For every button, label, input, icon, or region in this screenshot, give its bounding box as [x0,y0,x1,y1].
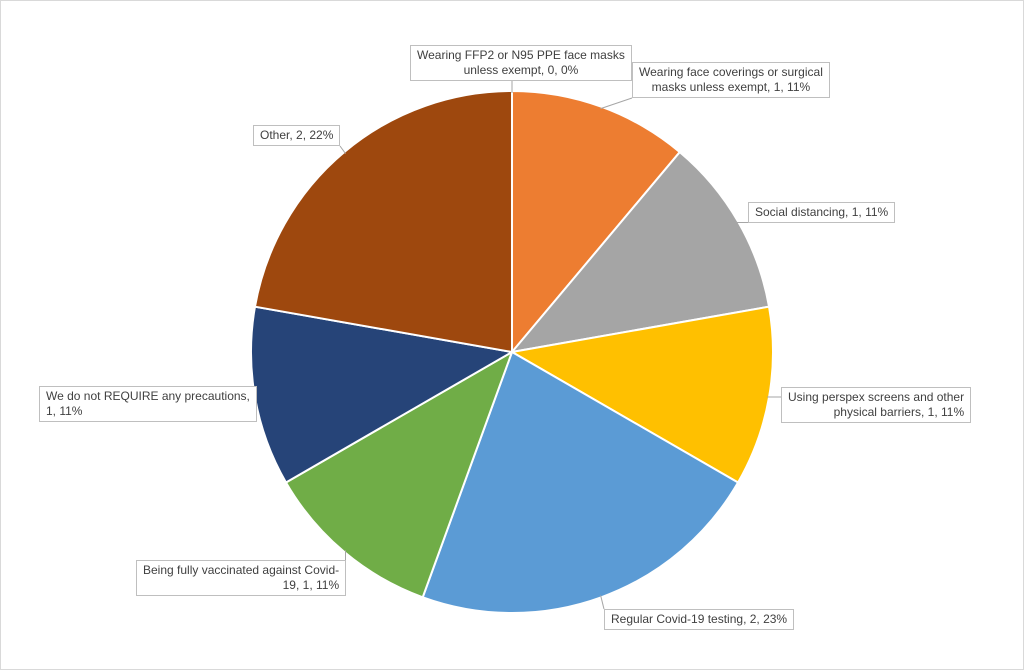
data-label-social-distancing: Social distancing, 1, 11% [748,202,896,223]
data-label-line: Regular Covid-19 testing, 2, 23% [611,612,788,626]
data-label-perspex-screens: Using perspex screens and other physical… [781,387,972,423]
data-label-ffp2-masks: Wearing FFP2 or N95 PPE face masks unles… [410,45,632,81]
pie-slices [250,89,774,614]
data-label-no-precautions: We do not REQUIRE any precautions, 1, 11… [39,386,257,422]
pie-slice [511,89,682,355]
data-label-line: Other, 2, 22% [260,128,334,142]
data-label-line: Being fully vaccinated against Covid- [143,563,340,577]
data-label-line: physical barriers, 1, 11% [833,405,965,419]
pie-slice [284,349,514,599]
data-label-fully-vaccinated: Being fully vaccinated against Covid- 19… [136,560,347,596]
leader-lines [339,81,781,610]
data-label-line: Wearing FFP2 or N95 PPE face masks [417,48,625,62]
data-label-line: Using perspex screens and other [788,390,965,404]
data-label-face-coverings: Wearing face coverings or surgical masks… [632,62,830,98]
data-label-line: Wearing face coverings or surgical [639,65,823,79]
data-label-other: Other, 2, 22% [253,125,341,146]
data-label-line: 1, 11% [46,404,83,418]
data-label-line: unless exempt, 0, 0% [463,63,579,77]
data-label-line: masks unless exempt, 1, 11% [651,80,811,94]
data-label-covid-testing: Regular Covid-19 testing, 2, 23% [604,609,795,630]
data-label-line: We do not REQUIRE any precautions, [46,389,250,403]
data-label-line: 19, 1, 11% [282,578,340,592]
leader-line [600,595,605,610]
leader-line [339,145,346,154]
pie-slice [509,150,771,354]
data-label-line: Social distancing, 1, 11% [755,205,889,219]
leader-line [600,97,633,110]
